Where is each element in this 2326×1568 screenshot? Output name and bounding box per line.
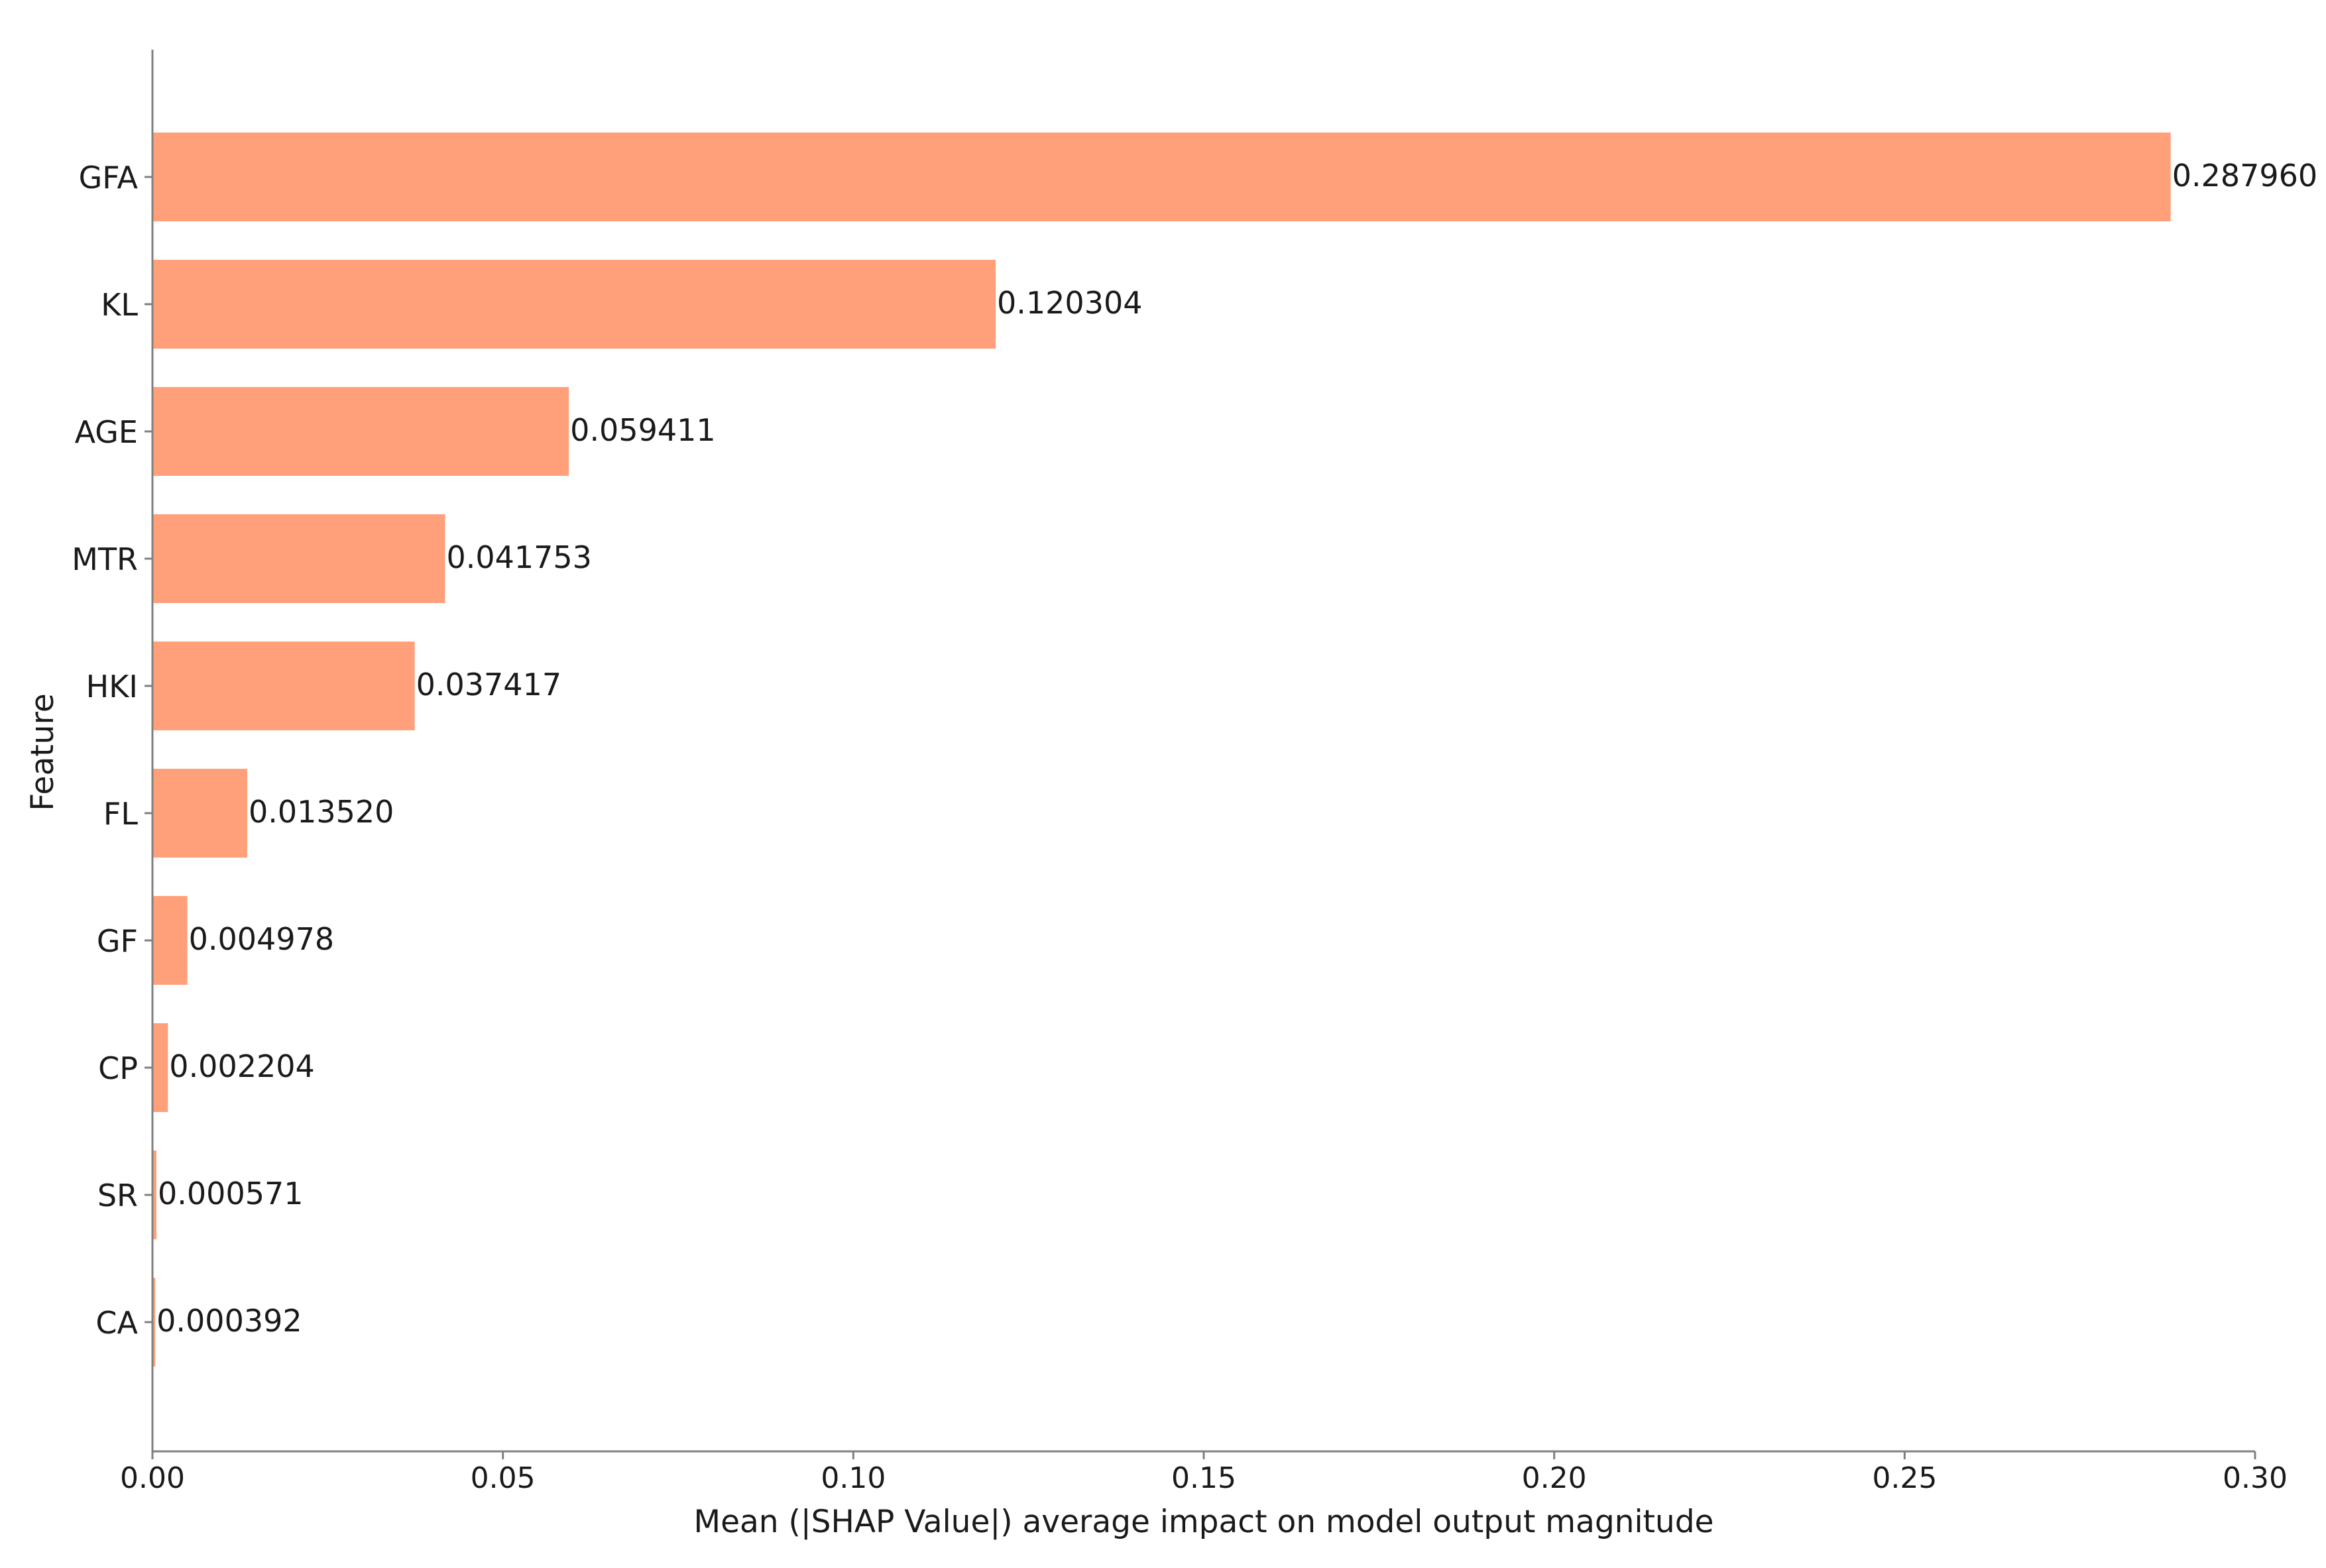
bar-mtr (152, 514, 445, 603)
category-label-gf: GF (97, 923, 138, 959)
category-labels-group: GFA KL AGE MTR HKI FL GF CP SR CA (72, 160, 152, 1341)
value-label-sr: 0.000571 (158, 1176, 303, 1211)
value-label-age: 0.059411 (570, 412, 716, 448)
value-label-hki: 0.037417 (416, 667, 562, 702)
value-label-kl: 0.120304 (997, 285, 1143, 321)
x-tick-label: 0.05 (471, 1461, 536, 1495)
value-label-ca: 0.000392 (156, 1303, 302, 1339)
value-label-gfa: 0.287960 (2172, 158, 2318, 194)
category-label-kl: KL (101, 287, 138, 323)
bar-ca (152, 1278, 156, 1367)
bar-gfa (152, 133, 2171, 221)
bar-cp (152, 1023, 168, 1112)
x-tick-label: 0.20 (1522, 1461, 1587, 1495)
x-tick-label: 0.10 (821, 1461, 886, 1495)
value-label-gf: 0.004978 (189, 921, 335, 957)
x-tick-label: 0.25 (1872, 1461, 1937, 1495)
bar-sr (152, 1150, 157, 1239)
x-tick-label: 0.30 (2223, 1461, 2288, 1495)
bar-kl (152, 260, 996, 349)
category-label-fl: FL (103, 796, 138, 832)
category-label-age: AGE (75, 414, 138, 450)
bars-group (152, 133, 2171, 1367)
category-label-sr: SR (97, 1178, 138, 1213)
category-label-ca: CA (95, 1305, 138, 1341)
category-label-hki: HKI (86, 669, 138, 704)
bar-age (152, 387, 569, 476)
value-label-cp: 0.002204 (169, 1048, 315, 1084)
value-labels-group: 0.287960 0.120304 0.059411 0.041753 0.037417… (156, 158, 2317, 1339)
bar-gf (152, 896, 188, 985)
x-tick-label: 0.00 (120, 1461, 185, 1495)
x-ticks-group: 0.00 0.05 0.10 0.15 0.20 0.25 0.30 (120, 1451, 2288, 1495)
category-label-mtr: MTR (72, 541, 138, 577)
x-axis-title: Mean (|SHAP Value|) average impact on mo… (694, 1504, 1714, 1540)
bar-fl (152, 769, 247, 858)
value-label-mtr: 0.041753 (446, 539, 592, 575)
value-label-fl: 0.013520 (249, 794, 394, 830)
x-tick-label: 0.15 (1171, 1461, 1236, 1495)
category-label-cp: CP (98, 1050, 138, 1086)
category-label-gfa: GFA (79, 160, 139, 196)
y-axis-title: Feature (25, 693, 61, 811)
bar-hki (152, 642, 415, 730)
